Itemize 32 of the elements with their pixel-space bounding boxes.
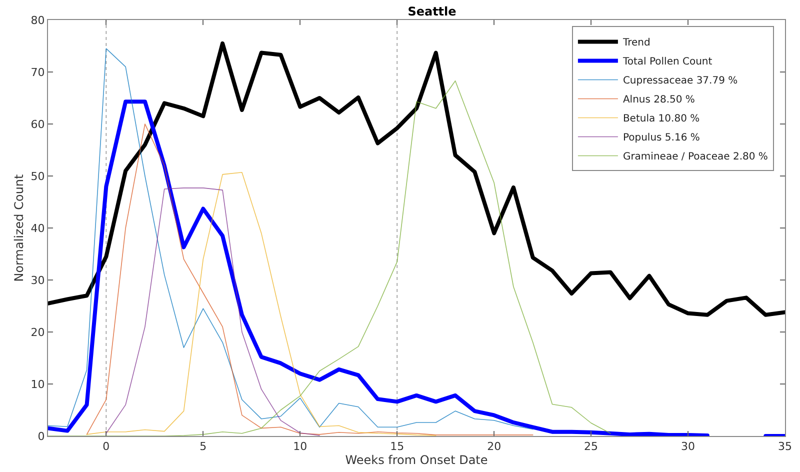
legend-label: Trend [622, 38, 650, 49]
y-tick-label: 80 [30, 14, 45, 27]
line-series [48, 80, 611, 436]
y-tick-label: 10 [30, 378, 45, 391]
legend-label: Populus 5.16 % [622, 132, 700, 144]
x-tick-label: 10 [293, 440, 308, 454]
x-tick-label: 20 [487, 440, 502, 454]
line-series [48, 48, 534, 430]
legend-label: Cupressaceae 37.79 % [622, 76, 738, 87]
legend-label: Total Pollen Count [622, 56, 712, 68]
y-tick-label: 70 [30, 66, 45, 79]
line-series [86, 124, 534, 436]
x-tick-label: 0 [102, 440, 110, 454]
legend-label: Betula 10.80 % [622, 114, 700, 125]
y-tick-label: 0 [38, 430, 45, 443]
legend-label: Alnus 28.50 % [622, 94, 695, 106]
x-tick-label: 35 [778, 440, 792, 454]
chart-title: Seattle [408, 4, 456, 18]
x-tick-label: 15 [390, 440, 404, 454]
line-series [86, 172, 436, 436]
x-tick-label: 30 [681, 440, 696, 454]
y-tick-label: 20 [30, 326, 45, 339]
line-series [106, 188, 320, 436]
y-tick-label: 60 [30, 118, 45, 131]
y-tick-label: 40 [30, 222, 45, 235]
legend-label: Gramineae / Poaceae 2.80 % [622, 152, 768, 163]
y-tick-label: 30 [30, 274, 45, 287]
x-tick-label: 5 [200, 440, 207, 454]
x-axis-title: Weeks from Onset Date [345, 453, 488, 468]
y-axis-title: Normalized Count [12, 174, 26, 282]
y-tick-label: 50 [30, 170, 45, 183]
x-tick-label: 25 [584, 440, 598, 454]
